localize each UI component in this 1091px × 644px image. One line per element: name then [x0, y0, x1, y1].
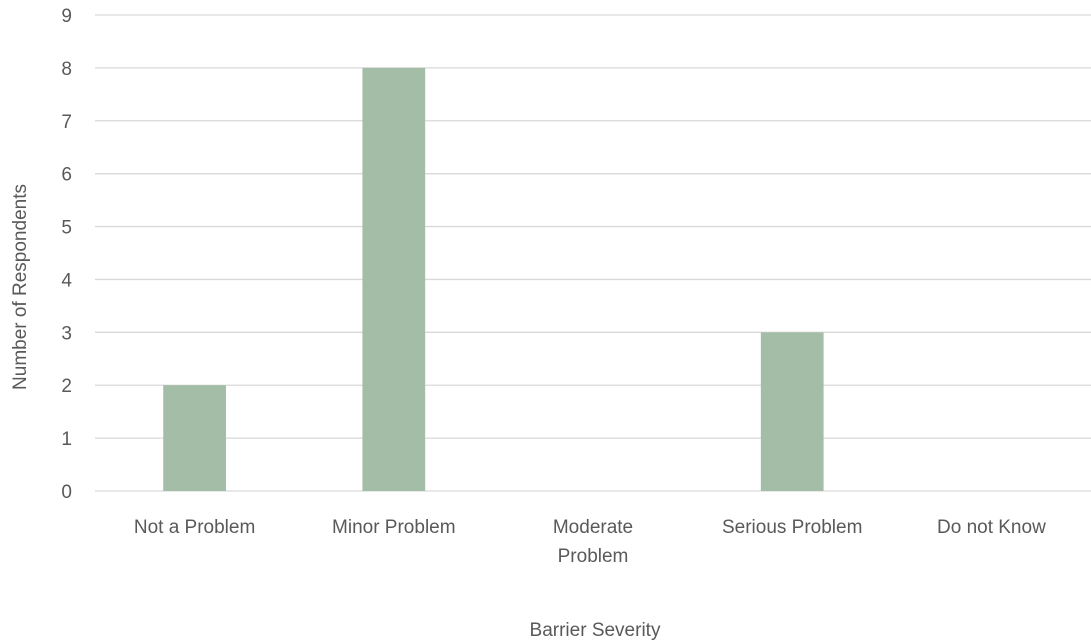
y-tick-label: 6: [61, 165, 72, 186]
y-tick-label: 1: [61, 429, 72, 450]
y-tick-label: 0: [61, 482, 72, 503]
y-tick-label: 8: [61, 59, 72, 80]
category-label: Do not Know: [937, 517, 1046, 538]
bars: [163, 67, 824, 491]
category-label: Serious Problem: [722, 517, 862, 538]
bar-serious-problem: [760, 332, 824, 491]
category-label: Minor Problem: [332, 517, 456, 538]
y-tick-labels: 0 1 2 3 4 5 6 7 8 9: [61, 6, 72, 503]
bar-not-a-problem: [163, 385, 226, 491]
category-label: Moderate Problem: [553, 517, 633, 567]
y-tick-label: 9: [61, 6, 72, 27]
y-tick-label: 3: [61, 323, 72, 344]
y-tick-label: 2: [61, 376, 72, 397]
y-tick-label: 5: [61, 218, 72, 239]
gridlines: [95, 14, 1091, 492]
bar-minor-problem: [362, 67, 426, 491]
x-axis-title: Barrier Severity: [530, 620, 661, 641]
y-axis-title: Number of Respondents: [10, 184, 31, 390]
y-tick-label: 4: [61, 270, 72, 291]
category-labels: Not a Problem Minor Problem Moderate Proble…: [134, 517, 1046, 567]
category-label: Not a Problem: [134, 517, 255, 538]
y-tick-label: 7: [61, 112, 72, 133]
